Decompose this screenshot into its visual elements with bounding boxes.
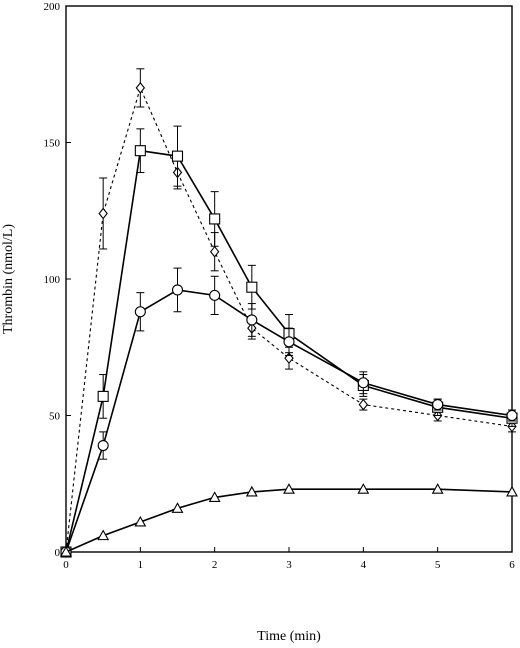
triangle-marker: [357, 483, 370, 494]
y-axis-title: Thrombin (nmol/L): [1, 224, 16, 334]
circle-marker: [171, 284, 184, 296]
square-marker: [97, 390, 109, 402]
triangle-marker: [134, 515, 147, 527]
plot-frame: [65, 5, 513, 553]
circle-marker: [246, 314, 258, 326]
axes: 0 1 2 3 4 5 6 0 50 100 150 200: [44, 1, 516, 571]
triangle-marker: [506, 485, 518, 497]
circle-marker: [209, 289, 221, 301]
triangle-marker: [60, 545, 72, 557]
x-tick-label: 0: [63, 559, 69, 571]
triangle-marker: [97, 529, 110, 541]
square-marker: [171, 150, 184, 162]
series-line: [65, 488, 513, 553]
circle-marker: [283, 336, 295, 348]
diamond-marker: [209, 245, 220, 258]
square-marker: [134, 145, 146, 157]
triangle-marker: [245, 485, 258, 497]
series-triangle: [60, 483, 518, 557]
series-layer: [60, 68, 518, 558]
diamond-marker: [98, 207, 108, 220]
y-tick-label: 200: [44, 1, 61, 13]
x-tick-label: 4: [361, 559, 367, 571]
diamond-marker: [358, 398, 369, 411]
x-tick-label: 6: [509, 559, 515, 571]
circle-marker: [97, 439, 109, 452]
x-tick-label: 5: [435, 559, 441, 571]
circle-marker: [506, 409, 518, 422]
y-tick-label: 0: [55, 547, 61, 559]
circle-marker: [357, 377, 369, 389]
x-axis-title: Time (min): [257, 629, 321, 644]
y-tick-label: 50: [49, 411, 61, 423]
circle-marker: [432, 399, 444, 411]
series-line: [65, 149, 513, 553]
triangle-marker: [283, 483, 295, 494]
x-tick-label: 2: [212, 559, 218, 571]
circle-marker: [134, 306, 146, 318]
series-line: [65, 289, 513, 553]
x-tick-label: 1: [138, 559, 144, 571]
y-tick-label: 100: [44, 274, 61, 286]
triangle-marker: [171, 502, 184, 513]
triangle-marker: [208, 491, 221, 502]
series-circle: [60, 267, 518, 558]
square-marker: [246, 281, 258, 293]
y-tick-label: 150: [44, 138, 61, 150]
triangle-marker: [431, 483, 444, 494]
square-marker: [209, 213, 221, 225]
diamond-marker: [135, 82, 146, 94]
x-tick-label: 3: [286, 559, 292, 571]
